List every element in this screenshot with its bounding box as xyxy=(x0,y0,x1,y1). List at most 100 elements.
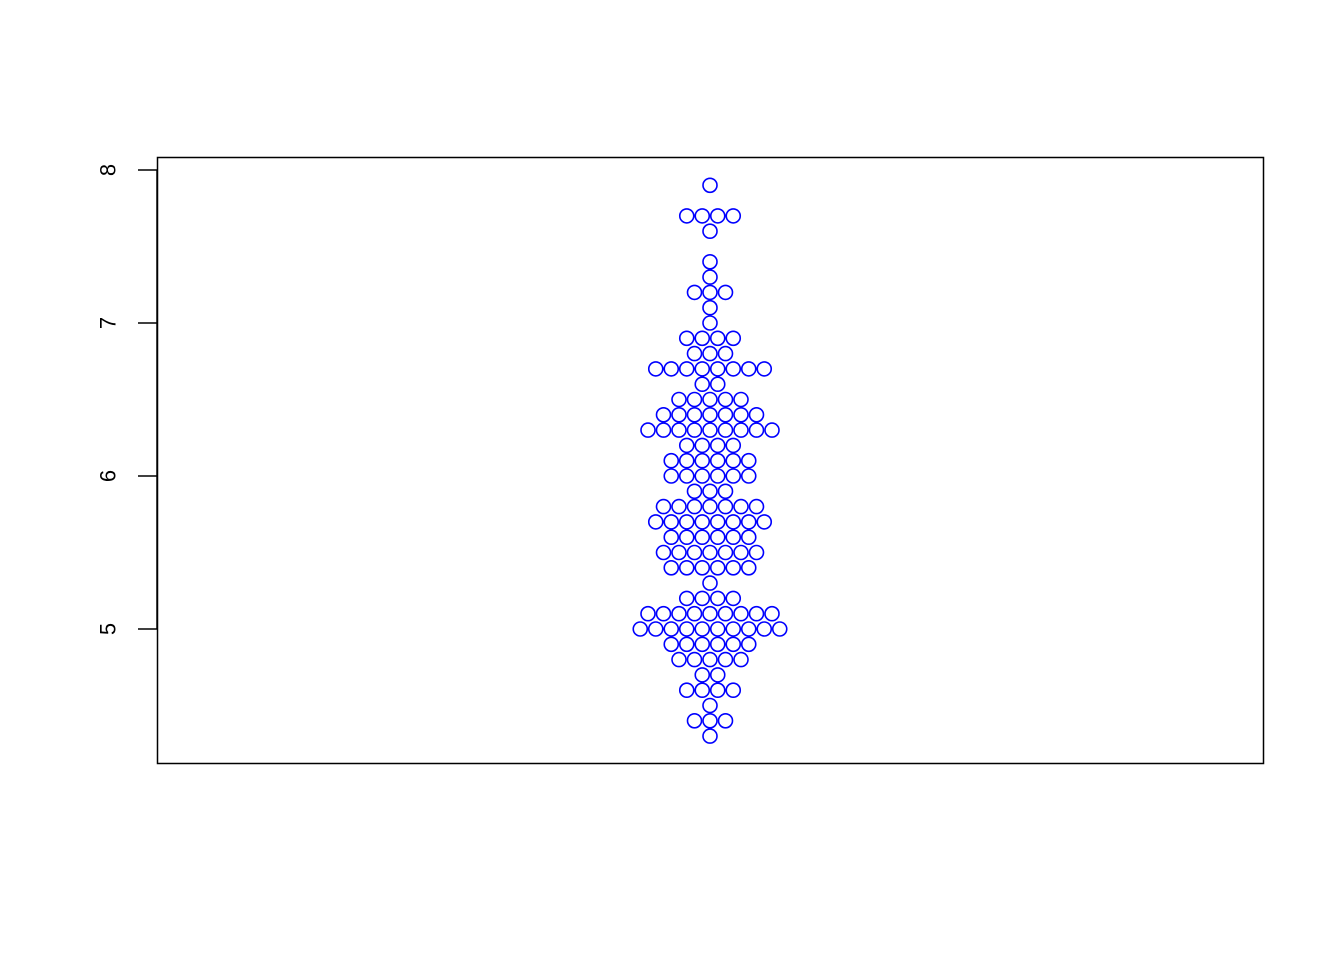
data-point xyxy=(686,406,703,423)
data-point xyxy=(725,590,742,607)
data-point xyxy=(764,422,780,438)
data-point xyxy=(733,651,749,668)
data-point xyxy=(702,712,718,729)
data-point xyxy=(686,544,703,561)
data-point xyxy=(717,391,734,408)
data-point xyxy=(725,361,742,377)
data-point xyxy=(717,544,734,561)
data-point xyxy=(702,223,718,239)
data-point xyxy=(678,529,695,546)
data-point xyxy=(725,529,742,546)
data-point xyxy=(655,406,672,423)
data-point xyxy=(709,468,726,484)
data-point xyxy=(733,605,749,622)
data-point xyxy=(694,330,711,347)
data-point xyxy=(663,529,680,546)
data-point xyxy=(740,636,757,653)
data-point xyxy=(671,391,687,408)
data-point xyxy=(740,452,757,469)
data-point xyxy=(764,605,780,622)
data-point xyxy=(694,468,711,484)
data-point xyxy=(717,605,734,622)
data-point xyxy=(702,605,718,622)
data-point xyxy=(717,422,734,438)
data-point xyxy=(756,621,773,637)
data-point xyxy=(640,605,656,622)
data-point xyxy=(647,361,664,377)
data-point xyxy=(678,621,695,637)
data-point xyxy=(733,498,749,515)
data-point xyxy=(647,621,664,637)
data-point xyxy=(740,559,757,576)
data-point xyxy=(702,345,718,362)
data-point xyxy=(686,391,703,408)
data-point xyxy=(740,621,757,637)
data-point xyxy=(717,483,734,500)
data-point xyxy=(725,514,742,530)
data-point xyxy=(663,559,680,576)
y-tick-label: 6 xyxy=(96,470,121,482)
data-point xyxy=(694,437,711,454)
data-point xyxy=(709,621,726,637)
data-point xyxy=(678,514,695,530)
data-point xyxy=(694,559,711,576)
data-point xyxy=(740,514,757,530)
data-point xyxy=(694,621,711,637)
data-point xyxy=(702,697,718,714)
data-point xyxy=(740,361,757,377)
data-point xyxy=(733,406,749,423)
data-point xyxy=(678,682,695,699)
data-point xyxy=(733,391,749,408)
data-point xyxy=(725,208,742,224)
data-point xyxy=(702,544,718,561)
data-point xyxy=(694,452,711,469)
y-tick-label: 5 xyxy=(96,623,121,635)
data-point xyxy=(725,559,742,576)
data-point xyxy=(663,514,680,530)
data-point xyxy=(717,406,734,423)
data-point xyxy=(725,330,742,347)
data-point xyxy=(671,406,687,423)
data-point xyxy=(694,590,711,607)
data-point xyxy=(709,667,726,683)
data-point xyxy=(678,437,695,454)
data-point xyxy=(678,361,695,377)
y-tick-label: 7 xyxy=(96,317,121,329)
data-point xyxy=(678,590,695,607)
data-point xyxy=(709,590,726,607)
data-point xyxy=(663,468,680,484)
data-point xyxy=(655,422,672,438)
data-point xyxy=(717,498,734,515)
data-point xyxy=(709,529,726,546)
data-point xyxy=(678,468,695,484)
data-points xyxy=(632,177,788,744)
data-point xyxy=(717,284,734,301)
data-point xyxy=(717,651,734,668)
data-point xyxy=(694,667,711,683)
data-point xyxy=(709,208,726,224)
data-point xyxy=(702,406,718,423)
data-point xyxy=(686,483,703,500)
data-point xyxy=(686,345,703,362)
data-point xyxy=(725,437,742,454)
data-point xyxy=(671,651,687,668)
data-point xyxy=(686,284,703,301)
data-point xyxy=(694,682,711,699)
data-point xyxy=(647,514,664,530)
data-point xyxy=(678,452,695,469)
data-point xyxy=(702,391,718,408)
data-point xyxy=(694,636,711,653)
data-point xyxy=(671,422,687,438)
data-point xyxy=(702,651,718,668)
data-point xyxy=(655,544,672,561)
data-point xyxy=(756,514,773,530)
data-point xyxy=(733,544,749,561)
data-point xyxy=(671,544,687,561)
data-point xyxy=(702,315,718,331)
data-point xyxy=(756,361,773,377)
data-point xyxy=(694,361,711,377)
data-point xyxy=(686,422,703,438)
data-point xyxy=(655,605,672,622)
data-point xyxy=(725,468,742,484)
data-point xyxy=(709,636,726,653)
